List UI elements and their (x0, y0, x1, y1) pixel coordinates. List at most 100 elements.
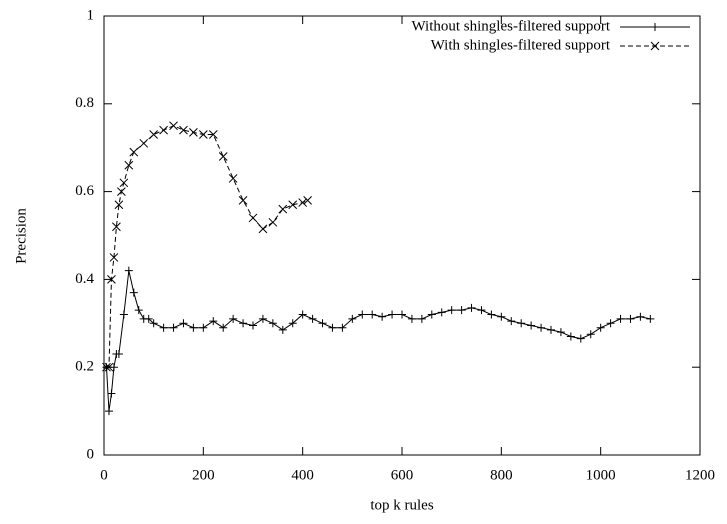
marker (258, 314, 267, 323)
marker (556, 328, 565, 337)
legend-marker (650, 41, 660, 51)
marker (114, 200, 124, 210)
marker (636, 312, 645, 321)
marker (179, 125, 188, 135)
marker (437, 308, 446, 317)
x-tick-label: 200 (192, 467, 215, 483)
marker (159, 125, 168, 135)
marker (497, 312, 506, 321)
marker (228, 174, 238, 183)
marker (378, 312, 387, 321)
marker (102, 362, 111, 372)
marker (616, 314, 625, 323)
marker (427, 310, 436, 319)
y-tick-label: 0 (87, 446, 95, 462)
marker (218, 152, 228, 161)
x-tick-label: 1200 (685, 467, 715, 483)
marker (527, 321, 536, 330)
marker (586, 330, 595, 339)
marker (124, 160, 134, 170)
marker (407, 314, 416, 323)
y-tick-label: 0.8 (75, 95, 94, 111)
series-line (105, 270, 651, 412)
plot-frame (103, 15, 701, 456)
marker (107, 275, 116, 284)
marker (169, 121, 178, 131)
marker (358, 310, 367, 319)
marker (298, 310, 307, 319)
series-line (106, 125, 308, 368)
marker (537, 323, 546, 332)
marker (248, 213, 258, 223)
marker (278, 204, 288, 214)
marker (112, 222, 121, 232)
x-tick-label: 600 (391, 467, 414, 483)
marker (318, 319, 327, 328)
marker (566, 332, 575, 341)
marker (149, 130, 159, 139)
marker (209, 317, 218, 326)
marker (646, 314, 655, 323)
y-tick-label: 1 (87, 7, 95, 23)
x-tick-label: 800 (490, 467, 513, 483)
marker (477, 306, 486, 315)
marker (199, 323, 208, 332)
legend-label: With shingles-filtered support (431, 37, 611, 53)
marker (507, 317, 516, 326)
marker (388, 310, 397, 319)
x-tick-label: 1000 (586, 467, 616, 483)
marker (219, 323, 228, 332)
y-tick-label: 0.2 (75, 359, 94, 375)
marker (129, 288, 138, 297)
marker (268, 217, 278, 227)
marker (447, 306, 456, 315)
marker (129, 147, 139, 157)
marker (124, 266, 133, 275)
marker (104, 407, 113, 416)
legend-label: Without shingles-filtered support (411, 18, 610, 34)
marker (338, 323, 347, 332)
marker (288, 200, 298, 210)
marker (596, 323, 605, 332)
marker (239, 319, 248, 328)
marker (238, 196, 248, 205)
marker (278, 325, 287, 334)
y-tick-label: 0.4 (75, 271, 94, 287)
marker (179, 319, 188, 328)
marker (268, 319, 277, 328)
marker (467, 303, 476, 312)
marker (348, 314, 357, 323)
marker (149, 319, 158, 328)
marker (189, 127, 198, 137)
marker (517, 319, 526, 328)
marker (547, 325, 555, 334)
marker (417, 314, 426, 323)
marker (298, 198, 308, 207)
y-axis-label: Precision (13, 208, 29, 264)
x-tick-label: 400 (291, 467, 314, 483)
marker (109, 253, 119, 262)
marker (576, 334, 585, 343)
marker (117, 187, 126, 196)
marker (169, 323, 178, 332)
marker (144, 314, 153, 323)
marker (328, 323, 337, 332)
legend-marker (651, 23, 659, 31)
marker (249, 321, 257, 330)
marker (139, 138, 149, 148)
marker (109, 363, 118, 372)
marker (626, 314, 635, 323)
marker (303, 196, 312, 205)
marker (487, 310, 496, 319)
marker (606, 319, 615, 328)
marker (398, 310, 406, 319)
marker (288, 319, 297, 328)
marker (368, 310, 377, 319)
marker (229, 314, 238, 323)
x-axis-label: top k rules (370, 497, 433, 513)
marker (159, 323, 168, 332)
marker (198, 130, 208, 139)
marker (258, 224, 268, 234)
marker (308, 314, 317, 323)
